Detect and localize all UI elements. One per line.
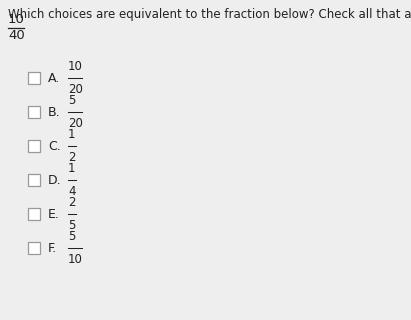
Bar xyxy=(28,242,40,254)
Bar xyxy=(28,140,40,152)
Bar xyxy=(28,174,40,186)
Text: A.: A. xyxy=(48,71,60,84)
Text: 1: 1 xyxy=(68,162,76,175)
Text: 20: 20 xyxy=(68,83,83,96)
Text: 5: 5 xyxy=(68,219,75,232)
Text: D.: D. xyxy=(48,173,62,187)
Text: 10: 10 xyxy=(68,60,83,73)
Text: 10: 10 xyxy=(68,253,83,266)
Text: 10: 10 xyxy=(8,13,25,26)
Bar xyxy=(28,208,40,220)
Text: B.: B. xyxy=(48,106,61,118)
Text: Which choices are equivalent to the fraction below? Check all that apply.: Which choices are equivalent to the frac… xyxy=(8,8,411,21)
Text: 2: 2 xyxy=(68,196,76,209)
Text: 2: 2 xyxy=(68,151,76,164)
Text: 5: 5 xyxy=(68,230,75,243)
Text: 40: 40 xyxy=(8,29,25,42)
Text: F.: F. xyxy=(48,242,57,254)
Bar xyxy=(28,106,40,118)
Text: 20: 20 xyxy=(68,117,83,130)
Text: 5: 5 xyxy=(68,94,75,107)
Text: 1: 1 xyxy=(68,128,76,141)
Text: E.: E. xyxy=(48,207,60,220)
Bar xyxy=(28,72,40,84)
Text: 4: 4 xyxy=(68,185,76,198)
Text: C.: C. xyxy=(48,140,61,153)
